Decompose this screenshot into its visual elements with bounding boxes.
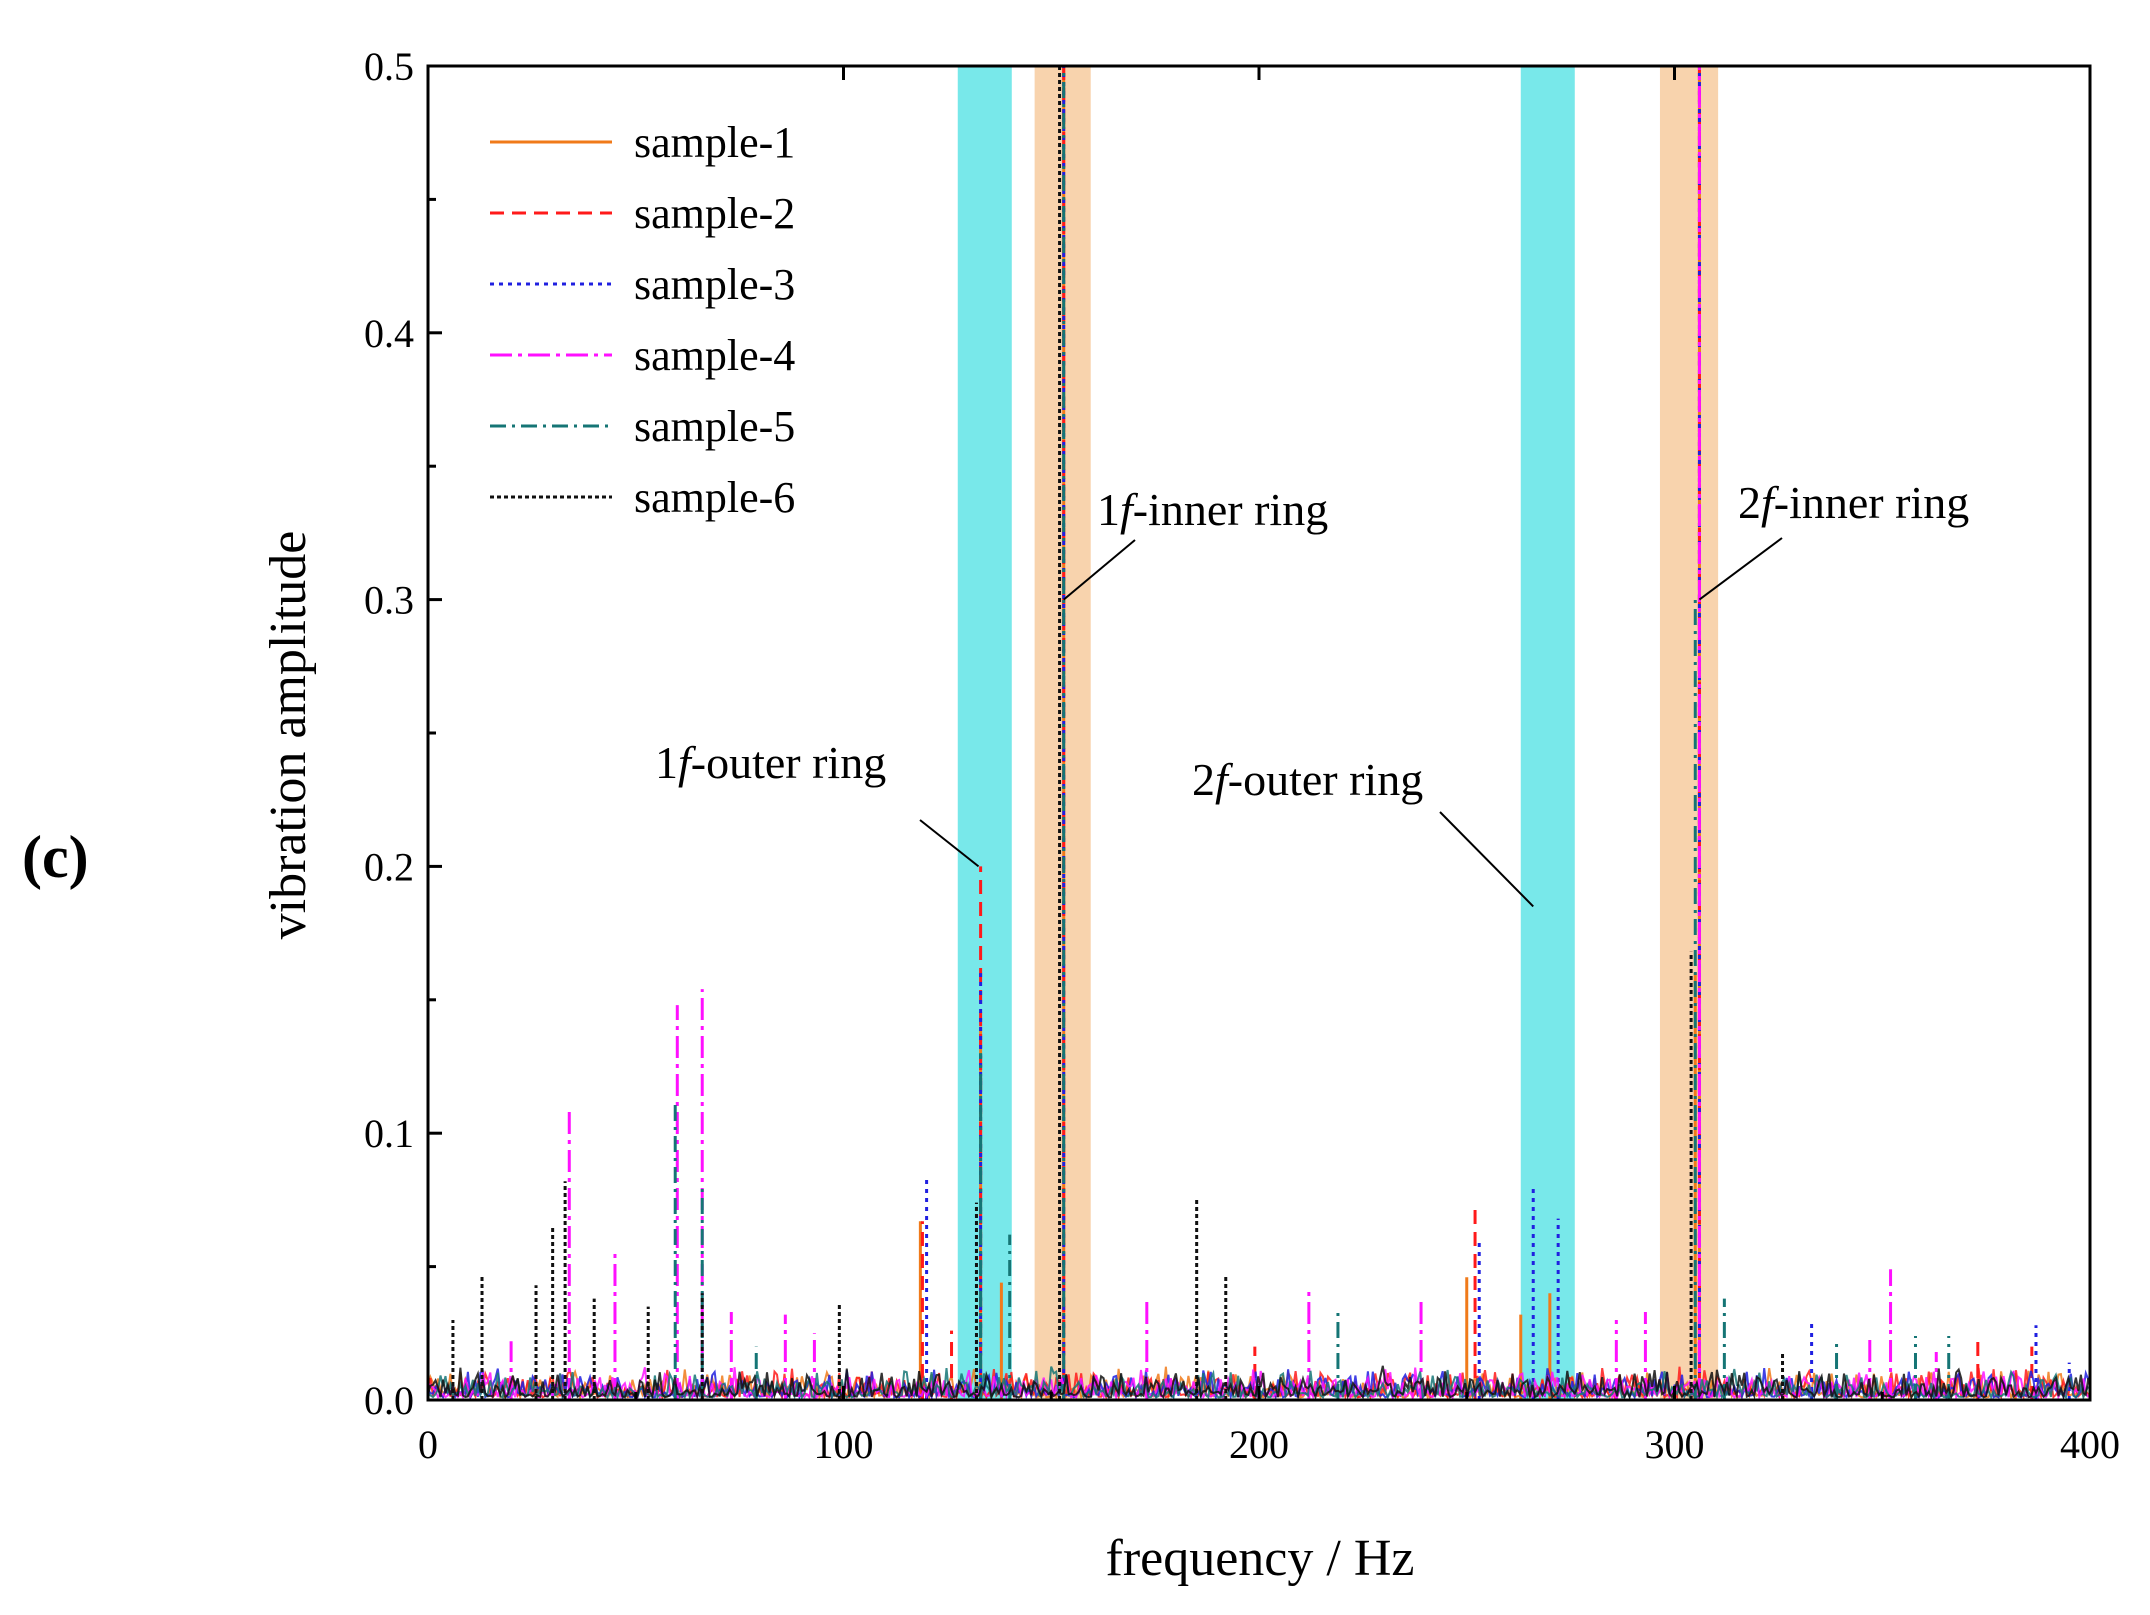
y-tick-label: 0.0 bbox=[364, 1378, 414, 1423]
y-tick-label: 0.5 bbox=[364, 44, 414, 89]
x-tick-label: 200 bbox=[1229, 1422, 1289, 1467]
legend-label: sample-5 bbox=[634, 402, 795, 451]
legend-item: sample-2 bbox=[490, 189, 795, 238]
annotation-label: 1f-inner ring bbox=[1097, 484, 1328, 535]
annotation-leader bbox=[1063, 539, 1136, 601]
1f-outer-band bbox=[957, 66, 1012, 1400]
legend: sample-1 sample-2 sample-3 sample-4 sample-5… bbox=[490, 118, 795, 522]
y-tick-label: 0.1 bbox=[364, 1111, 414, 1156]
legend-label: sample-3 bbox=[634, 260, 795, 309]
series-sample-6 bbox=[427, 66, 2090, 1401]
legend-label: sample-6 bbox=[634, 473, 795, 522]
annotation: 1f-inner ring bbox=[1063, 484, 1328, 601]
x-tick-label: 300 bbox=[1645, 1422, 1705, 1467]
annotation-label: 2f-outer ring bbox=[1192, 754, 1423, 805]
legend-item: sample-6 bbox=[490, 473, 795, 522]
x-tick-label: 100 bbox=[814, 1422, 874, 1467]
y-tick-label: 0.4 bbox=[364, 311, 414, 356]
legend-item: sample-5 bbox=[490, 402, 795, 451]
y-tick-label: 0.3 bbox=[364, 578, 414, 623]
x-tick-label: 400 bbox=[2060, 1422, 2120, 1467]
annotation-label: 1f-outer ring bbox=[655, 737, 886, 788]
axis-ticks: 0 100 200 300 400 0.0 0.1 0.2 0.3 0.4 0.5 bbox=[364, 44, 2120, 1467]
annotation-leader bbox=[1439, 811, 1534, 908]
legend-item: sample-3 bbox=[490, 260, 795, 309]
y-axis-title: vibration amplitude bbox=[260, 531, 317, 940]
annotations: 1f-outer ring 1f-inner ring 2f-outer ring 2… bbox=[655, 477, 1969, 908]
highlight-bands bbox=[957, 66, 1719, 1400]
annotation: 2f-inner ring bbox=[1698, 477, 1969, 601]
series-layer bbox=[427, 66, 2090, 1402]
legend-label: sample-1 bbox=[634, 118, 795, 167]
series-sample-5 bbox=[427, 66, 2090, 1402]
y-tick-label: 0.2 bbox=[364, 844, 414, 889]
annotation: 1f-outer ring bbox=[655, 737, 980, 868]
2f-outer-band bbox=[1520, 66, 1575, 1400]
legend-label: sample-2 bbox=[634, 189, 795, 238]
annotation-leader bbox=[1698, 537, 1783, 601]
annotation-label: 2f-inner ring bbox=[1738, 477, 1969, 528]
annotation: 2f-outer ring bbox=[1192, 754, 1534, 908]
annotation-leader bbox=[919, 819, 980, 868]
2f-inner-band bbox=[1659, 66, 1719, 1400]
series-noise-line bbox=[427, 1365, 2090, 1401]
legend-label: sample-4 bbox=[634, 331, 795, 380]
x-tick-label: 0 bbox=[418, 1422, 438, 1467]
x-axis-title: frequency / Hz bbox=[1106, 1530, 1415, 1587]
legend-item: sample-4 bbox=[490, 331, 795, 380]
legend-item: sample-1 bbox=[490, 118, 795, 167]
panel-label: (c) bbox=[22, 824, 89, 890]
